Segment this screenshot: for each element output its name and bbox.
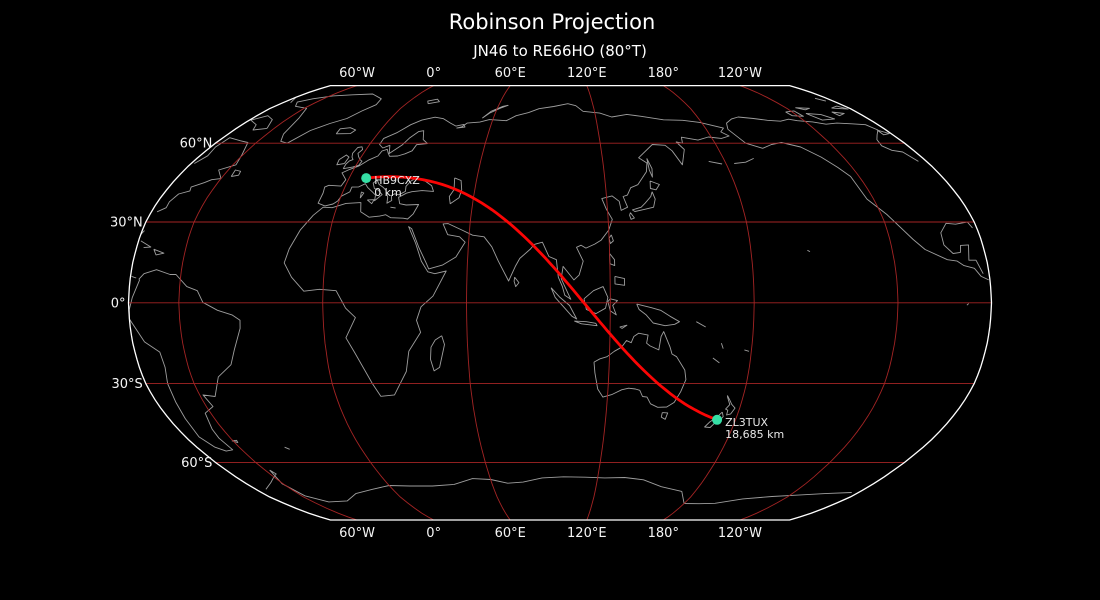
bottom-axis-label: 120°W	[718, 526, 762, 541]
coastlines	[128, 93, 989, 505]
page-title: Robinson Projection	[449, 10, 656, 34]
top-axis-label: 60°W	[339, 66, 375, 81]
left-axis-label: 60°S	[181, 456, 212, 471]
graticule	[128, 85, 992, 521]
station-callsign-label: ZL3TUX	[725, 416, 768, 429]
station-distance-label: 0 km	[374, 186, 402, 199]
bottom-axis-label: 60°W	[339, 526, 375, 541]
page-subtitle: JN46 to RE66HO (80°T)	[472, 42, 647, 60]
left-axis-label: 0°	[111, 296, 126, 311]
bottom-axis-label: 60°E	[495, 526, 526, 541]
left-axis-label: 30°N	[110, 216, 143, 231]
station-marker-zl3tux	[712, 414, 723, 425]
bottom-axis-label: 180°	[648, 526, 679, 541]
top-axis-label: 60°E	[495, 66, 526, 81]
station-distance-label: 18,685 km	[725, 428, 784, 441]
top-axis-label: 0°	[426, 66, 441, 81]
station-marker-hb9cxz	[361, 173, 372, 184]
great-circle-path	[364, 175, 719, 422]
left-axis-label: 30°S	[112, 377, 143, 392]
top-axis-label: 120°E	[567, 66, 607, 81]
bottom-axis-label: 120°E	[567, 526, 607, 541]
top-axis-label: 120°W	[718, 66, 762, 81]
top-axis-label: 180°	[648, 66, 679, 81]
bottom-axis-label: 0°	[426, 526, 441, 541]
station-callsign-label: HB9CXZ	[374, 174, 420, 187]
map-boundary	[127, 84, 993, 521]
left-axis-label: 60°N	[180, 137, 213, 152]
